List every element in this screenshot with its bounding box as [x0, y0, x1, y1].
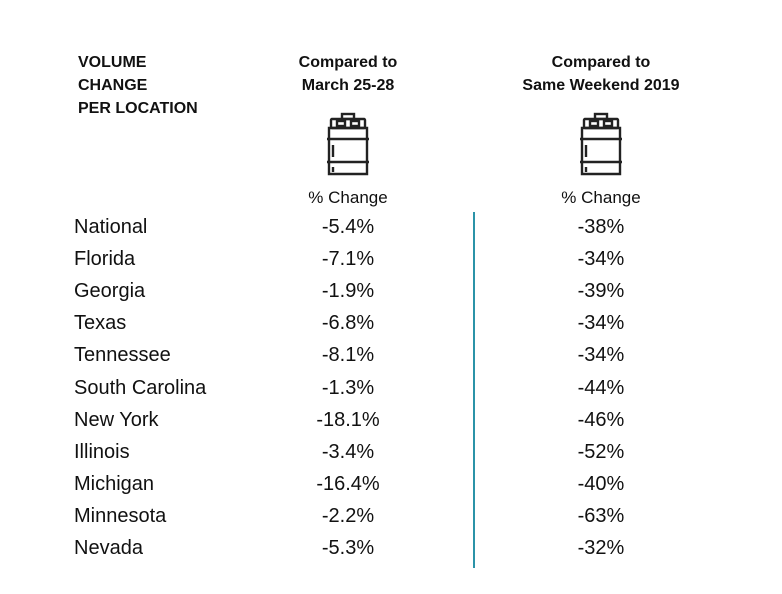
location-label: South Carolina: [74, 376, 207, 399]
change-vs-2019: -34%: [577, 344, 625, 367]
column-header-2019: Compared to Same Weekend 2019: [490, 51, 712, 97]
keg-icon: [327, 112, 369, 176]
location-label: Tennessee: [74, 344, 171, 367]
change-vs-march: -5.3%: [321, 537, 375, 559]
change-vs-2019: -32%: [577, 537, 625, 559]
table-row: Minnesota -2.2% -63%: [0, 505, 782, 537]
column-subheader-2019: % Change: [561, 188, 641, 207]
change-vs-march: -16.4%: [316, 472, 380, 495]
table-row: Illinois -3.4% -52%: [0, 441, 782, 473]
location-label: Texas: [74, 312, 127, 335]
change-vs-march: -1.3%: [321, 376, 375, 399]
table-title: VOLUME CHANGE PER LOCATION: [78, 51, 198, 120]
title-line-3: PER LOCATION: [78, 100, 198, 117]
change-vs-march: -8.1%: [321, 344, 375, 367]
change-vs-2019: -38%: [577, 216, 625, 238]
change-vs-2019: -40%: [577, 472, 625, 495]
change-vs-2019: -46%: [577, 408, 625, 431]
column-subheader-march: % Change: [308, 188, 388, 207]
table-row: National -5.4% -38%: [0, 216, 782, 248]
table-row: Nevada -5.3% -32%: [0, 537, 782, 569]
location-label: National: [74, 216, 148, 238]
location-label: Nevada: [74, 537, 143, 559]
change-vs-2019: -34%: [577, 248, 625, 271]
change-vs-march: -7.1%: [321, 248, 375, 271]
change-vs-2019: -39%: [577, 280, 625, 303]
table-row: Tennessee -8.1% -34%: [0, 344, 782, 376]
table-row: Georgia -1.9% -39%: [0, 280, 782, 312]
table-row: South Carolina -1.3% -44%: [0, 377, 782, 409]
change-vs-2019: -63%: [577, 504, 625, 527]
change-vs-march: -6.8%: [321, 312, 375, 335]
change-vs-2019: -52%: [577, 440, 625, 463]
change-vs-2019: -34%: [577, 312, 625, 335]
column-header-march-line-2: March 25-28: [301, 77, 395, 94]
keg-icon: [580, 112, 622, 176]
column-header-2019-line-1: Compared to: [551, 54, 651, 71]
location-label: Minnesota: [74, 504, 167, 527]
column-divider: [473, 212, 475, 568]
table-row: Michigan -16.4% -40%: [0, 473, 782, 505]
change-vs-march: -18.1%: [316, 408, 380, 431]
change-vs-march: -2.2%: [321, 504, 375, 527]
location-label: Michigan: [74, 472, 155, 495]
table-row: New York -18.1% -46%: [0, 409, 782, 441]
change-vs-march: -5.4%: [321, 216, 375, 238]
location-label: Illinois: [74, 440, 130, 463]
column-header-march: Compared to March 25-28: [248, 51, 448, 97]
location-label: New York: [74, 408, 159, 431]
change-vs-march: -3.4%: [321, 440, 375, 463]
location-label: Georgia: [74, 280, 146, 303]
table-row: Florida -7.1% -34%: [0, 248, 782, 280]
column-header-2019-line-2: Same Weekend 2019: [522, 77, 680, 94]
change-vs-march: -1.9%: [321, 280, 375, 303]
title-line-2: CHANGE: [78, 77, 148, 94]
change-vs-2019: -44%: [577, 376, 625, 399]
location-label: Florida: [74, 248, 136, 271]
title-line-1: VOLUME: [78, 54, 147, 71]
column-header-march-line-1: Compared to: [298, 54, 398, 71]
table-row: Texas -6.8% -34%: [0, 312, 782, 344]
